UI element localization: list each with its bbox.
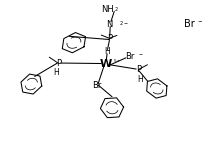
Text: H: H bbox=[104, 47, 110, 56]
Text: P: P bbox=[136, 65, 141, 74]
Text: Br: Br bbox=[92, 81, 101, 90]
Text: H: H bbox=[137, 75, 143, 84]
Text: N: N bbox=[107, 20, 113, 29]
Text: $^{2-}$: $^{2-}$ bbox=[119, 20, 128, 26]
Text: $_2$: $_2$ bbox=[114, 5, 118, 14]
Text: $^{5+}$: $^{5+}$ bbox=[113, 58, 122, 64]
Text: P: P bbox=[56, 59, 61, 68]
Text: P: P bbox=[107, 34, 112, 43]
Text: Br: Br bbox=[125, 52, 134, 61]
Text: $^-$: $^-$ bbox=[137, 52, 143, 58]
Text: W: W bbox=[100, 58, 112, 69]
Text: Br: Br bbox=[184, 19, 195, 30]
Text: H: H bbox=[53, 69, 59, 77]
Text: $^-$: $^-$ bbox=[196, 18, 203, 27]
Text: NH: NH bbox=[101, 5, 114, 14]
